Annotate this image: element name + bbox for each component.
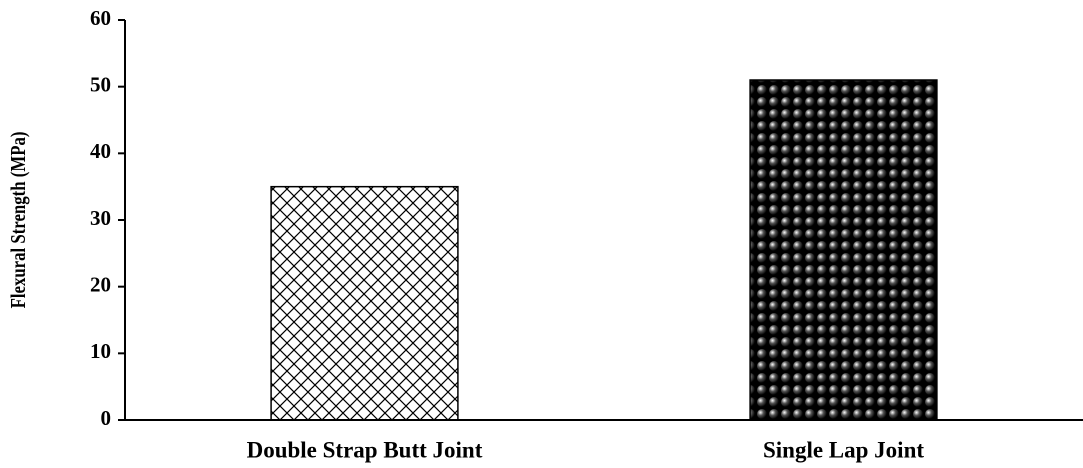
y-tick-label: 0 [101, 406, 112, 430]
y-tick-label: 50 [90, 72, 111, 96]
y-tick-label: 20 [90, 272, 111, 296]
y-tick-label: 60 [90, 6, 111, 30]
x-tick-label: Single Lap Joint [763, 437, 924, 462]
bar [270, 185, 459, 421]
y-tick-label: 10 [90, 339, 111, 363]
bar [749, 79, 938, 421]
y-tick-label: 40 [90, 139, 111, 163]
y-axis-label: Flexural Strength (MPa) [7, 132, 30, 309]
x-tick-label: Double Strap Butt Joint [247, 437, 483, 462]
y-tick-label: 30 [90, 206, 111, 230]
